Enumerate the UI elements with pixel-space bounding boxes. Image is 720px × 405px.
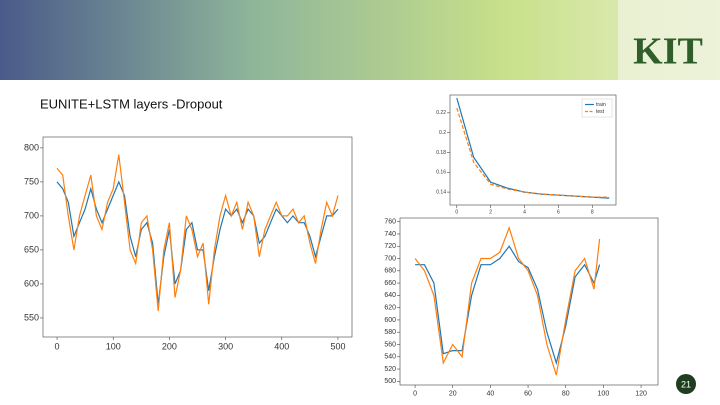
y-tick-label: 580 [384,329,396,336]
x-tick-label: 8 [591,209,594,215]
plot-frame [42,136,353,338]
x-tick-label: 60 [524,390,532,397]
series-line [56,154,339,312]
y-tick-label: 0.16 [436,170,446,176]
banner [0,0,720,80]
series-line [415,245,601,366]
slide-number: 21 [681,379,691,389]
plot-frame [449,94,617,206]
y-tick-label: 500 [384,378,396,385]
y-tick-label: 550 [24,312,39,322]
x-tick-label: 200 [162,342,177,352]
x-tick-label: 100 [598,390,610,397]
legend-label: train [596,102,606,108]
y-tick-label: 800 [24,142,39,152]
y-tick-label: 740 [384,231,396,238]
x-tick-label: 2 [489,209,492,215]
legend-label: test [596,109,605,115]
series-line [414,225,601,376]
logo-backdrop [618,0,720,80]
slide-number-badge [676,374,696,394]
y-tick-label: 0.22 [436,110,446,116]
slide-title: EUNITE+LSTM layers -Dropout [40,96,223,111]
y-tick-label: 750 [24,176,39,186]
y-tick-label: 650 [24,244,39,254]
legend-box [581,98,613,118]
x-tick-label: 0 [55,342,60,352]
series-line [456,107,610,198]
y-tick-label: 640 [384,292,396,299]
y-tick-label: 600 [384,317,396,324]
x-tick-label: 6 [557,209,560,215]
x-tick-label: 500 [330,342,345,352]
y-tick-label: 600 [24,278,39,288]
y-tick-label: 0.2 [439,130,446,136]
x-tick-label: 0 [455,209,458,215]
x-tick-label: 4 [523,209,526,215]
x-tick-label: 400 [274,342,289,352]
y-tick-label: 0.18 [436,150,446,156]
y-tick-label: 620 [384,304,396,311]
y-tick-label: 660 [384,280,396,287]
x-tick-label: 120 [635,390,647,397]
y-tick-label: 720 [384,243,396,250]
y-tick-label: 700 [24,210,39,220]
y-tick-label: 680 [384,268,396,275]
y-tick-label: 0.14 [436,189,446,195]
x-tick-label: 0 [413,390,417,397]
x-tick-label: 40 [486,390,494,397]
plot-frame [399,217,659,386]
x-tick-label: 80 [562,390,570,397]
x-tick-label: 300 [218,342,233,352]
y-tick-label: 540 [384,354,396,361]
x-tick-label: 100 [106,342,121,352]
y-tick-label: 760 [384,219,396,226]
y-tick-label: 700 [384,255,396,262]
y-tick-label: 520 [384,366,396,373]
x-tick-label: 20 [449,390,457,397]
logo: KIT [633,31,703,73]
y-tick-label: 560 [384,341,396,348]
